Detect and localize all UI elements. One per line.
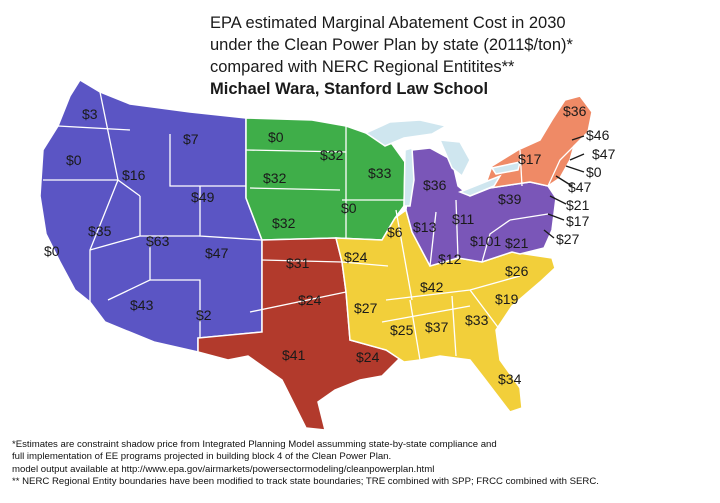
state-value-nh: $46 <box>586 127 610 143</box>
state-value-sc: $33 <box>465 312 489 328</box>
state-value-nd: $0 <box>268 129 284 145</box>
footnote-2: full implementation of EE programs proje… <box>12 451 392 463</box>
state-value-pa: $39 <box>498 191 522 207</box>
state-value-in: $13 <box>413 219 437 235</box>
title-author: Michael Wara, Stanford Law School <box>210 80 489 98</box>
state-value-ga: $37 <box>425 319 449 335</box>
region-wecc-shape <box>39 78 263 353</box>
state-value-ks: $31 <box>286 255 310 271</box>
state-value-ca: $0 <box>44 243 60 259</box>
state-value-ok: $24 <box>298 292 322 308</box>
state-value-ri: $0 <box>586 164 602 180</box>
state-value-wv: $101 <box>470 233 501 249</box>
state-value-sd: $32 <box>263 170 287 186</box>
state-value-wi: $33 <box>368 165 392 181</box>
state-value-wy: $49 <box>191 189 215 205</box>
state-value-mt: $7 <box>183 131 199 147</box>
footnote-3: model output available at http://www.epa… <box>12 463 435 475</box>
state-value-la: $24 <box>356 349 380 365</box>
state-value-ar: $27 <box>354 300 378 316</box>
state-value-nj: $21 <box>566 197 590 213</box>
state-value-de: $17 <box>566 213 590 229</box>
great-lakes <box>364 119 522 207</box>
state-value-fl: $34 <box>498 371 522 387</box>
state-value-dc: $27 <box>556 231 580 247</box>
title-line-3: compared with NERC Regional Entitites** <box>210 58 515 76</box>
state-value-il: $6 <box>387 224 403 240</box>
lake-ontario <box>490 161 522 175</box>
callout-leaders <box>543 135 585 239</box>
state-value-az: $43 <box>130 297 154 313</box>
state-value-mi: $36 <box>423 177 447 193</box>
state-value-ia: $0 <box>341 200 357 216</box>
state-value-ne: $32 <box>272 215 296 231</box>
state-value-nc: $19 <box>495 291 519 307</box>
map-title: EPA estimated Marginal Abatement Cost in… <box>210 12 630 100</box>
state-value-ct: $47 <box>568 179 592 195</box>
state-borders <box>43 91 591 361</box>
state-value-oh: $11 <box>452 211 475 227</box>
state-value-va: $26 <box>505 263 529 279</box>
state-value-ut: $63 <box>146 233 170 249</box>
state-value-mo: $24 <box>344 249 368 265</box>
lake-huron <box>438 139 471 178</box>
lake-michigan <box>403 147 415 207</box>
state-value-ky: $12 <box>438 251 462 267</box>
state-value-nm: $2 <box>196 307 212 323</box>
lake-erie <box>457 174 502 197</box>
footnote-1: *Estimates are constraint shadow price f… <box>12 439 497 450</box>
state-value-or: $0 <box>66 152 82 168</box>
footnotes: *Estimates are constraint shadow price f… <box>12 439 712 489</box>
title-line-2: under the Clean Power Plan by state (201… <box>210 36 573 54</box>
state-value-tx: $41 <box>282 347 306 363</box>
state-value-mn: $32 <box>320 147 344 163</box>
state-value-al: $25 <box>390 322 414 338</box>
lake-superior <box>364 119 449 147</box>
region-wecc <box>39 78 263 353</box>
state-value-me: $36 <box>563 103 587 119</box>
state-values: $3 $0 $0 $16 $35 $63 $43 $7 $49 $47 $2 $… <box>44 103 616 387</box>
state-value-wa: $3 <box>82 106 98 122</box>
state-value-tn: $42 <box>420 279 444 295</box>
state-value-id: $16 <box>122 167 146 183</box>
state-value-md: $21 <box>505 235 529 251</box>
state-value-co: $47 <box>205 245 229 261</box>
state-value-ma: $47 <box>592 146 616 162</box>
footnote-4: ** NERC Regional Entity boundaries have … <box>12 476 599 488</box>
title-line-1: EPA estimated Marginal Abatement Cost in… <box>210 14 566 32</box>
state-value-ny: $17 <box>518 151 542 167</box>
state-value-nv: $35 <box>88 223 112 239</box>
